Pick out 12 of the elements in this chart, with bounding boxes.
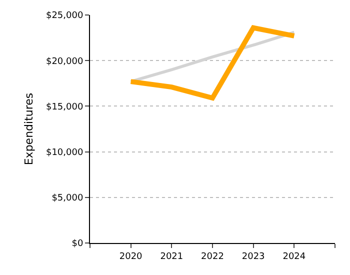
y-tick-label: $20,000	[46, 56, 84, 67]
y-tick-label: $5,000	[52, 194, 84, 204]
y-tick-label: $15,000	[46, 102, 84, 112]
x-tick-label: 2020	[119, 252, 143, 262]
y-tick-label: $25,000	[46, 11, 84, 22]
x-tick-label: 2022	[201, 252, 224, 262]
x-tick-label: 2023	[242, 252, 265, 262]
y-tick-label: $10,000	[46, 148, 84, 158]
y-axis-title: Expenditures	[22, 92, 36, 166]
y-tick-label: $0	[72, 239, 84, 250]
x-tick-label: 2021	[160, 252, 184, 262]
x-tick-label: 2024	[282, 252, 306, 262]
